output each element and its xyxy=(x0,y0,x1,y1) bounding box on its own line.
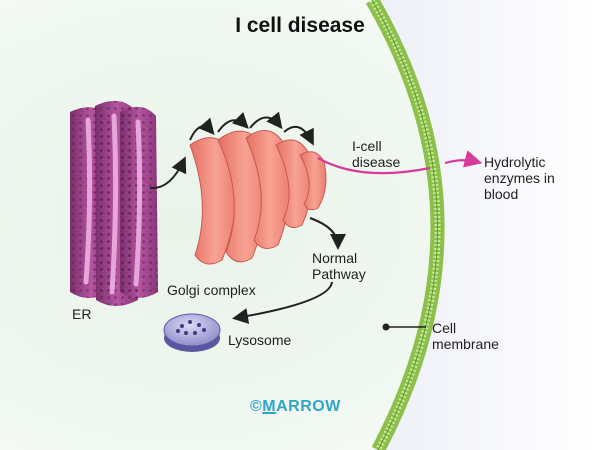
lysosome-organelle xyxy=(163,313,221,352)
hydrolytic-label-line3: blood xyxy=(484,186,519,202)
lysosome-label: Lysosome xyxy=(228,332,292,348)
normal-pathway-arrow-down xyxy=(309,217,346,250)
icell-arrow-inner xyxy=(317,157,431,175)
golgi-complex-label: Golgi complex xyxy=(167,282,256,298)
cell-membrane-label: Cell membrane xyxy=(432,320,499,352)
watermark-initial: M xyxy=(262,398,277,415)
er-to-golgi-arrow xyxy=(149,156,187,190)
page-title: I cell disease xyxy=(235,14,365,37)
icell-arrow-outer xyxy=(444,150,483,168)
icell-disease-label: I-cell disease xyxy=(352,138,400,170)
watermark-rest: ARROW xyxy=(276,398,341,415)
normal-pathway-to-lysosome-arrow xyxy=(232,281,333,324)
er-organelle xyxy=(70,100,158,306)
normal-pathway-label-line1: Normal xyxy=(312,250,358,266)
golgi-transport-arrows xyxy=(189,111,314,146)
cell-membrane xyxy=(365,0,445,450)
icell-disease-label-line2: disease xyxy=(352,154,401,170)
hydrolytic-label-line2: enzymes in xyxy=(484,170,555,186)
cell-membrane-label-line1: Cell xyxy=(432,320,457,336)
icell-disease-label-line1: I-cell xyxy=(352,138,382,154)
hydrolytic-enzymes-label: Hydrolytic enzymes in blood xyxy=(484,154,555,202)
er-label: ER xyxy=(72,306,92,322)
cell-membrane-label-line2: membrane xyxy=(432,336,499,352)
watermark-copyright: © xyxy=(250,398,263,415)
normal-pathway-label-line2: Pathway xyxy=(312,266,366,282)
golgi-complex xyxy=(189,130,327,265)
marrow-watermark: ©MARROW xyxy=(250,398,341,416)
hydrolytic-label-line1: Hydrolytic xyxy=(484,154,546,170)
normal-pathway-label: Normal Pathway xyxy=(312,250,366,282)
